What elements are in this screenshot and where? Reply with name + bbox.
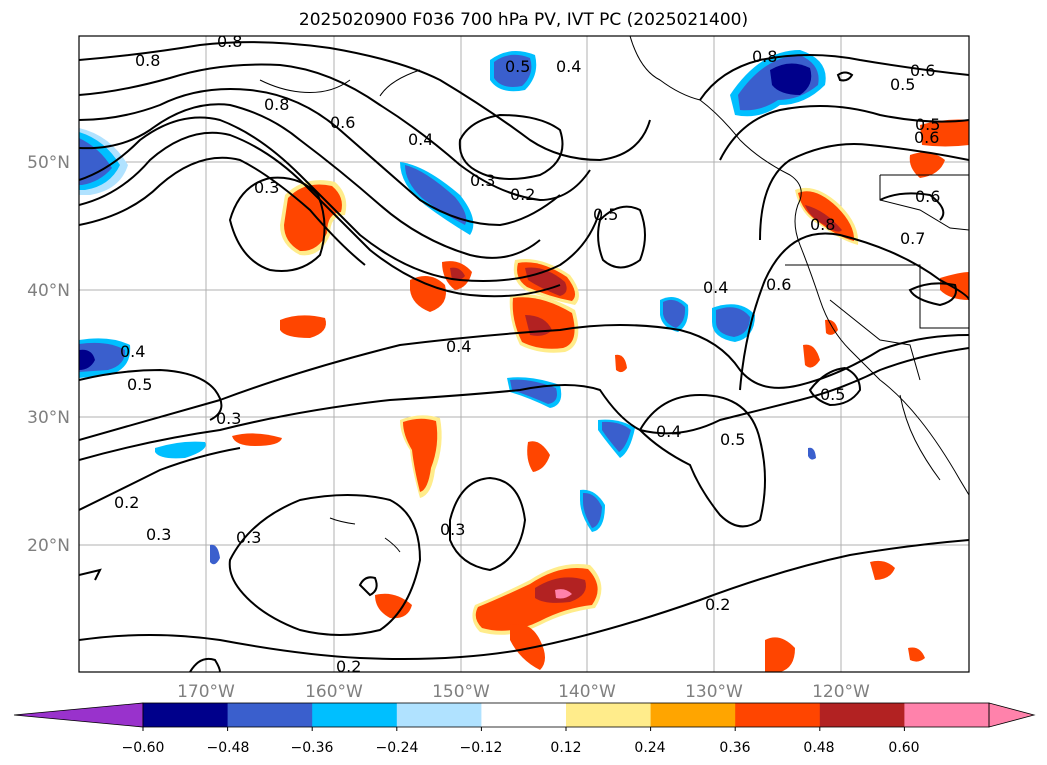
lat-label: 20°N <box>27 536 70 556</box>
contour-label: 0.5 <box>890 75 915 94</box>
contour-label: 0.6 <box>910 61 935 80</box>
colorbar-bin <box>143 703 229 727</box>
colorbar-tick-label: 0.60 <box>888 740 919 756</box>
contour-label: 0.4 <box>703 278 728 297</box>
map-content: 0.8 0.8 0.5 0.4 0.8 0.6 0.8 0.6 0.4 0.3 … <box>79 32 969 676</box>
colorbar-tick-label: −0.60 <box>122 740 165 756</box>
lat-labels: 50°N 40°N 30°N 20°N <box>27 153 70 556</box>
contour-label: 0.5 <box>915 115 940 134</box>
colorbar-labels: −0.60 −0.48 −0.36 −0.24 −0.12 0.12 0.24 … <box>122 740 920 756</box>
contour-label: 0.8 <box>264 95 289 114</box>
contour-label: 0.4 <box>656 422 681 441</box>
contour-label: 0.5 <box>820 385 845 404</box>
contour-label: 0.4 <box>446 337 471 356</box>
colorbar-tick-label: −0.12 <box>460 740 503 756</box>
contour-label: 0.8 <box>752 47 777 66</box>
lon-labels: 170°W 160°W 150°W 140°W 130°W 120°W <box>177 682 870 702</box>
colorbar-bin <box>396 703 482 727</box>
colorbar-bin <box>650 703 736 727</box>
pv-contours <box>79 41 969 672</box>
contour-label: 0.6 <box>766 275 791 294</box>
lon-label: 150°W <box>432 682 490 702</box>
contour-label: 0.2 <box>705 595 730 614</box>
colorbar-bin <box>481 703 567 727</box>
contour-label: 0.6 <box>915 187 940 206</box>
colorbar-bin <box>227 703 313 727</box>
contour-label: 0.4 <box>120 342 145 361</box>
contour-label: 0.2 <box>336 657 361 676</box>
contour-label: 0.6 <box>330 113 355 132</box>
positive-anomaly-areas <box>232 119 969 672</box>
contour-label: 0.5 <box>593 205 618 224</box>
colorbar-tick-label: 0.12 <box>550 740 581 756</box>
lon-label: 120°W <box>812 682 870 702</box>
contour-label: 0.5 <box>505 57 530 76</box>
colorbar-tick-label: 0.48 <box>803 740 834 756</box>
contour-label: 0.7 <box>900 229 925 248</box>
colorbar-tick-label: 0.36 <box>719 740 750 756</box>
lat-label: 40°N <box>27 281 70 301</box>
contour-label: 0.8 <box>135 51 160 70</box>
lat-label: 50°N <box>27 153 70 173</box>
colorbar-bin <box>735 703 821 727</box>
contour-label: 0.3 <box>470 171 495 190</box>
map-frame <box>78 35 970 673</box>
colorbar <box>13 702 1036 731</box>
lon-label: 130°W <box>685 682 743 702</box>
colorbar-bin <box>819 703 905 727</box>
contour-label: 0.4 <box>408 130 433 149</box>
contour-labels: 0.8 0.8 0.5 0.4 0.8 0.6 0.8 0.6 0.4 0.3 … <box>114 32 940 676</box>
colorbar-bin <box>566 703 652 727</box>
lon-label: 160°W <box>305 682 363 702</box>
coastlines <box>259 36 969 553</box>
colorbar-tick-label: −0.48 <box>207 740 250 756</box>
contour-label: 0.3 <box>440 520 465 539</box>
contour-label: 0.2 <box>114 493 139 512</box>
contour-label: 0.6 <box>914 128 939 147</box>
colorbar-bin <box>312 703 398 727</box>
map-title: 2025020900 F036 700 hPa PV, IVT PC (2025… <box>298 10 749 30</box>
contour-label: 0.5 <box>720 430 745 449</box>
contour-label: 0.3 <box>146 525 171 544</box>
map-background <box>79 36 969 672</box>
contour-label: 0.8 <box>810 215 835 234</box>
contour-label: 0.2 <box>510 185 535 204</box>
colorbar-tick-label: 0.24 <box>634 740 665 756</box>
lon-label: 140°W <box>558 682 616 702</box>
contour-label: 0.5 <box>127 375 152 394</box>
contour-label: 0.3 <box>216 409 241 428</box>
colorbar-extend-low <box>13 702 144 728</box>
contour-label: 0.8 <box>217 32 242 51</box>
colorbar-extend-high <box>988 702 1036 728</box>
contour-label: 0.3 <box>236 528 261 547</box>
colorbar-bin <box>904 703 990 727</box>
colorbar-tick-label: −0.36 <box>291 740 334 756</box>
contour-label: 0.3 <box>254 178 279 197</box>
lat-label: 30°N <box>27 408 70 428</box>
lon-label: 170°W <box>177 682 235 702</box>
contour-label: 0.4 <box>556 57 581 76</box>
colorbar-tick-label: −0.24 <box>376 740 419 756</box>
